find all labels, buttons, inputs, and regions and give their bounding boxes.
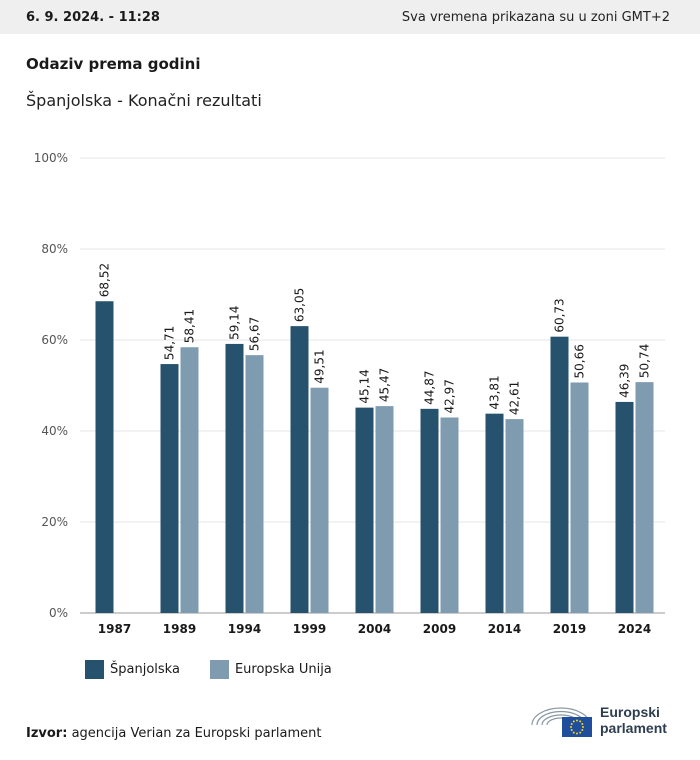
bar-eu — [570, 382, 589, 613]
legend-item-eu[interactable]: Europska Unija — [209, 660, 332, 679]
x-tick-label: 1999 — [293, 622, 326, 636]
y-tick-label: 80% — [41, 242, 68, 256]
data-label-spain: 54,71 — [163, 326, 177, 360]
bar-spain — [225, 343, 244, 613]
timezone-note: Sva vremena prikazana su u zoni GMT+2 — [401, 9, 670, 25]
chart-subtitle: Španjolska - Konačni rezultati — [26, 91, 262, 110]
source-note: Izvor: agencija Verian za Europski parla… — [26, 726, 322, 741]
x-tick-label: 2009 — [423, 622, 456, 636]
source-label: Izvor: — [26, 726, 68, 741]
data-label-eu: 50,74 — [638, 344, 652, 378]
timestamp: 6. 9. 2024. - 11:28 — [26, 9, 160, 25]
logo-line-1: Europski — [600, 704, 660, 720]
bar-spain — [550, 336, 569, 613]
data-label-eu: 49,51 — [313, 349, 327, 383]
bar-spain — [485, 413, 504, 613]
bar-spain — [420, 408, 439, 613]
turnout-bar-chart: 0% 20% 40% 60% 80% 100% 1987 68,52 1989 54,71 58,4… — [34, 151, 665, 636]
data-label-eu: 42,97 — [443, 379, 457, 413]
data-label-spain: 44,87 — [423, 370, 437, 404]
y-tick-label: 0% — [49, 606, 68, 620]
header-bar: 6. 9. 2024. - 11:28 Sva vremena prikazan… — [0, 0, 700, 34]
european-parliament-logo: Europski parlament — [528, 703, 667, 737]
x-tick-label: 2014 — [488, 622, 521, 636]
data-label-spain: 59,14 — [228, 306, 242, 340]
bar-eu — [310, 387, 329, 613]
data-label-spain: 43,81 — [488, 375, 502, 409]
data-label-eu: 56,67 — [248, 317, 262, 351]
bar-eu — [375, 406, 394, 613]
y-tick-label: 60% — [41, 333, 68, 347]
chart-title: Odaziv prema godini — [26, 55, 201, 73]
data-label-spain: 60,73 — [553, 298, 567, 332]
legend-swatch-eu — [209, 660, 229, 679]
bar-eu — [505, 419, 524, 613]
legend-label-eu: Europska Unija — [234, 662, 332, 677]
y-tick-label: 100% — [34, 151, 68, 165]
legend-label-spain: Španjolska — [110, 662, 180, 677]
legend: Španjolska Europska Unija — [85, 660, 362, 679]
bar-eu — [180, 347, 199, 613]
bar-spain — [615, 401, 634, 613]
data-label-spain: 68,52 — [98, 263, 112, 297]
data-label-eu: 42,61 — [508, 381, 522, 415]
bar-eu — [440, 417, 459, 613]
data-label-spain: 45,14 — [358, 369, 372, 403]
x-tick-label: 2024 — [618, 622, 651, 636]
source-text: agencija Verian za Europski parlament — [71, 726, 322, 741]
x-tick-label: 2004 — [358, 622, 391, 636]
data-label-spain: 63,05 — [293, 288, 307, 322]
logo-line-2: parlament — [600, 720, 667, 736]
bar-spain — [355, 407, 374, 613]
y-tick-label: 40% — [41, 424, 68, 438]
y-tick-label: 20% — [41, 515, 68, 529]
bar-spain — [95, 301, 114, 613]
data-label-spain: 46,39 — [618, 364, 632, 398]
x-tick-label: 1987 — [98, 622, 131, 636]
x-tick-label: 2019 — [553, 622, 586, 636]
data-label-eu: 58,41 — [183, 309, 197, 343]
bar-spain — [160, 364, 179, 613]
bar-eu — [635, 382, 654, 613]
legend-swatch-spain — [85, 660, 104, 679]
data-label-eu: 45,47 — [378, 368, 392, 402]
data-label-eu: 50,66 — [573, 344, 587, 378]
bar-eu — [245, 355, 264, 613]
x-tick-label: 1994 — [228, 622, 261, 636]
legend-item-spain[interactable]: Španjolska — [85, 660, 180, 679]
x-tick-label: 1989 — [163, 622, 196, 636]
parliament-logo-icon — [531, 707, 592, 737]
bar-spain — [290, 326, 309, 613]
